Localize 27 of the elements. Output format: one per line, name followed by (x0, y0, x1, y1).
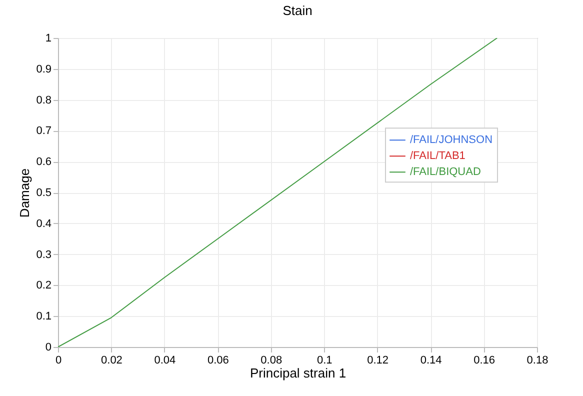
y-tick-label: 0.5 (36, 187, 52, 199)
legend-label: /FAIL/TAB1 (410, 150, 466, 162)
x-tick-label: 0.02 (101, 354, 122, 366)
x-tick-label: 0 (55, 354, 62, 366)
y-tick-label: 0 (45, 342, 52, 354)
y-tick-label: 0.3 (36, 248, 52, 261)
x-tick-label: 0.08 (260, 354, 282, 366)
y-tick-label: 0.9 (36, 63, 52, 76)
x-tick-label: 0.16 (474, 354, 495, 366)
x-tick-label: 0.06 (207, 354, 229, 366)
legend-label: /FAIL/JOHNSON (410, 134, 493, 146)
y-tick-label: 0.8 (36, 94, 52, 106)
y-axis-title: Damage (17, 168, 32, 218)
legend-label: /FAIL/BIQUAD (410, 166, 481, 178)
y-tick-label: 0.2 (36, 280, 52, 292)
y-tick-label: 0.7 (36, 125, 52, 138)
x-tick-label: 0.18 (526, 354, 548, 366)
y-tick-label: 0.4 (36, 218, 52, 230)
x-tick-label: 0.1 (316, 354, 332, 366)
x-tick-label: 0.14 (420, 354, 442, 366)
chart-title: Stain (282, 3, 312, 18)
x-tick-label: 0.04 (154, 354, 176, 366)
y-tick-label: 0.1 (36, 310, 52, 323)
x-tick-label: 0.12 (367, 354, 389, 366)
y-tick-label: 0.6 (36, 156, 52, 168)
x-axis-title: Principal strain 1 (250, 366, 346, 380)
y-tick-label: 1 (45, 32, 52, 44)
